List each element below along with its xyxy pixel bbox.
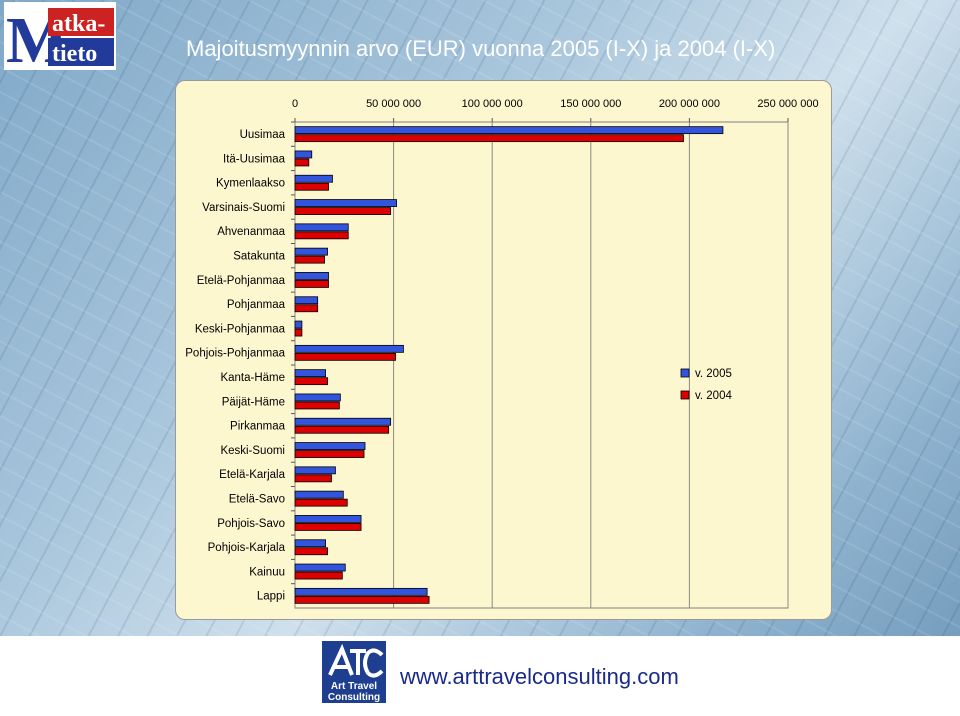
bar-2004 <box>294 255 325 264</box>
bar-2005 <box>294 466 336 475</box>
bar-2005 <box>294 539 326 548</box>
bar-2004 <box>294 352 396 361</box>
legend-label: v. 2005 <box>695 368 732 380</box>
x-tick-label: 50 000 000 <box>366 98 421 110</box>
bar-2005 <box>294 174 333 183</box>
category-label: Pirkanmaa <box>230 421 286 433</box>
bar-2005 <box>294 563 346 572</box>
bar-2005 <box>294 393 341 402</box>
bar-2004 <box>294 231 349 240</box>
bar-2004 <box>294 523 362 531</box>
category-label: Ahvenanmaa <box>217 226 285 238</box>
plot-area <box>294 121 789 609</box>
bar-2004 <box>294 595 430 604</box>
website-link[interactable]: www.arttravelconsulting.com <box>400 664 679 689</box>
category-label: Etelä-Pohjanmaa <box>197 275 286 287</box>
category-label: Etelä-Savo <box>229 494 285 506</box>
bar-2005 <box>294 369 326 378</box>
bar-2004 <box>294 304 319 313</box>
category-label: Keski-Pohjanmaa <box>195 323 286 335</box>
legend: v. 2005 v. 2004 <box>680 368 732 402</box>
category-label: Kymenlaakso <box>216 178 285 190</box>
category-label: Varsinais-Suomi <box>202 202 285 214</box>
category-label: Itä-Uusimaa <box>223 153 286 165</box>
category-label: Pohjois-Savo <box>217 518 285 530</box>
bar-2004 <box>294 547 328 556</box>
bar-2005 <box>294 320 303 329</box>
bar-2005 <box>294 126 724 135</box>
legend-label: v. 2004 <box>695 390 732 402</box>
matka-tieto-logo: M atka- tieto <box>4 2 116 70</box>
category-labels: Uusimaa Itä-Uusimaa Kymenlaakso Varsinais-S… <box>185 121 295 603</box>
atc-logo-line2: Consulting <box>328 692 380 703</box>
atc-logo-line1: Art Travel <box>331 681 377 692</box>
bars <box>294 126 724 604</box>
category-label: Lappi <box>257 591 285 603</box>
bar-2005 <box>294 442 366 450</box>
x-tick-label: 250 000 000 <box>757 98 818 110</box>
chart-panel <box>175 80 832 620</box>
bar-2004 <box>294 377 328 386</box>
legend-swatch <box>680 368 690 378</box>
bar-2004 <box>294 474 332 483</box>
bar-2004 <box>294 425 390 434</box>
x-axis-ticks: 0 50 000 000 100 000 000 150 000 000 200 000… <box>292 98 819 122</box>
bar-2005 <box>294 223 349 232</box>
category-label: Kanta-Häme <box>220 372 285 384</box>
bar-2005 <box>294 587 428 596</box>
category-label: Keski-Suomi <box>220 445 285 457</box>
bar-2005 <box>294 515 362 523</box>
x-tick-label: 0 <box>292 98 298 110</box>
category-label: Pohjois-Pohjanmaa <box>185 348 285 360</box>
bar-2004 <box>294 498 348 507</box>
logo-line1: atka- <box>52 11 105 37</box>
footer-band <box>0 636 960 716</box>
gridlines <box>294 121 789 609</box>
category-label: Päijät-Häme <box>222 396 285 408</box>
category-label: Uusimaa <box>240 129 286 141</box>
slide-title: Majoitusmyynnin arvo (EUR) vuonna 2005 (… <box>186 36 776 61</box>
category-label: Pohjois-Karjala <box>208 542 286 554</box>
bar-2004 <box>294 207 392 215</box>
bar-2004 <box>294 182 329 191</box>
bar-2005 <box>294 296 319 305</box>
logo-line2: tieto <box>52 41 97 67</box>
bar-2005 <box>294 150 313 159</box>
bar-2004 <box>294 450 365 458</box>
category-label: Satakunta <box>233 251 285 263</box>
bar-2004 <box>294 158 310 167</box>
x-tick-label: 150 000 000 <box>560 98 621 110</box>
bar-2005 <box>294 272 329 280</box>
bar-2004 <box>294 280 329 288</box>
bar-2005 <box>294 417 392 426</box>
bar-2005 <box>294 199 397 207</box>
bar-2005 <box>294 344 404 353</box>
bar-2005 <box>294 247 328 256</box>
category-label: Pohjanmaa <box>227 299 286 311</box>
x-tick-label: 100 000 000 <box>462 98 523 110</box>
category-label: Etelä-Karjala <box>219 469 285 481</box>
atc-logo: Art Travel Consulting <box>322 641 386 703</box>
bar-2004 <box>294 328 303 337</box>
category-label: Kainuu <box>249 566 285 578</box>
x-tick-label: 200 000 000 <box>659 98 720 110</box>
bar-2005 <box>294 490 344 499</box>
legend-swatch <box>680 390 690 400</box>
bar-2004 <box>294 134 684 143</box>
bar-2004 <box>294 571 343 580</box>
bar-2004 <box>294 401 340 410</box>
